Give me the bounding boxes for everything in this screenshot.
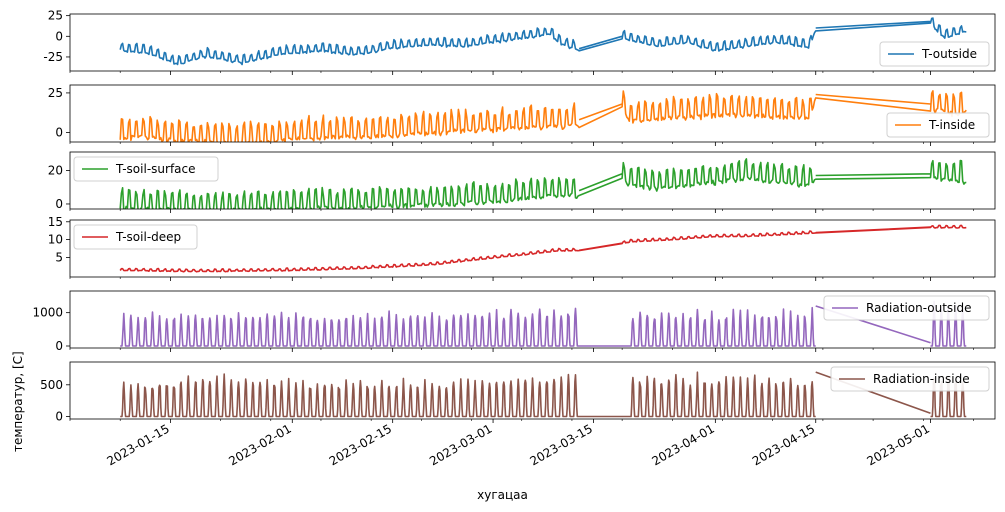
y-tick-label: 25 (48, 9, 63, 23)
legend-box (830, 366, 990, 392)
panel-radiation-inside: 0 500 Radiation-inside (40, 361, 996, 423)
panel-t-soil-deep: 5 10 15 T-soil-deep (48, 215, 996, 281)
legend-label: Radiation-inside (873, 372, 970, 386)
y-tick-label: 15 (48, 215, 63, 229)
y-tick-label: 0 (55, 339, 63, 353)
legend-box (886, 112, 990, 138)
y-tick-label: 0 (55, 409, 63, 423)
x-tick-label: 2023-03-01 (427, 421, 494, 468)
y-axis-label: температур, [C] (11, 351, 25, 452)
y-tick-label: 0 (55, 126, 63, 140)
x-axis-label: хугацаа (477, 488, 528, 502)
panel-t-outside: -25 0 25 T-outside (43, 9, 996, 75)
legend: T-outside (879, 41, 990, 67)
y-tick-label: 25 (48, 86, 63, 100)
legend: Radiation-outside (823, 295, 990, 321)
legend-box (73, 224, 198, 250)
legend-box (879, 41, 990, 67)
legend-box (823, 295, 990, 321)
series-line-t-inside (119, 90, 967, 142)
axis-frame (69, 290, 996, 349)
y-tick-label: 0 (55, 197, 63, 211)
y-tick-label: 20 (48, 163, 63, 177)
x-tick-label: 2023-04-01 (649, 421, 716, 468)
axis-frame (69, 361, 996, 420)
y-tick-label: -25 (43, 50, 63, 64)
x-tick-label: 2023-02-15 (327, 421, 394, 468)
legend: T-inside (886, 112, 990, 138)
y-tick-label: 0 (55, 29, 63, 43)
axis-frame (69, 219, 996, 278)
x-tick-label: 2023-02-01 (226, 421, 293, 468)
y-tick-label: 500 (40, 378, 63, 392)
legend: T-soil-deep (73, 224, 198, 250)
legend-label: T-inside (928, 118, 975, 132)
series-line-t-soil-surface (119, 158, 967, 209)
legend: T-soil-surface (73, 156, 219, 182)
panel-radiation-outside: 0 1000 Radiation-outside (32, 290, 996, 353)
panel-t-soil-surface: 0 20 T-soil-surface (48, 151, 996, 213)
axis-frame (69, 151, 996, 210)
x-tick-label: 2023-03-15 (528, 421, 595, 468)
legend-label: T-soil-deep (115, 230, 181, 244)
x-tick-label: 2023-05-01 (865, 421, 932, 468)
y-tick-label: 5 (55, 250, 63, 264)
legend-label: Radiation-outside (866, 301, 972, 315)
legend-label: T-outside (921, 47, 977, 61)
axis-frame (69, 13, 996, 72)
series-line-t-outside (119, 17, 967, 66)
legend-box (73, 156, 219, 182)
series-line-t-soil-deep (119, 224, 967, 273)
x-tick-label: 2023-01-15 (104, 421, 171, 468)
legend: Radiation-inside (830, 366, 990, 392)
panel-t-inside: 0 25 T-inside (48, 84, 996, 146)
axis-frame (69, 84, 996, 143)
legend-label: T-soil-surface (115, 162, 196, 176)
x-tick-label: 2023-04-15 (750, 421, 817, 468)
y-tick-label: 1000 (32, 306, 63, 320)
y-tick-label: 10 (48, 233, 63, 247)
